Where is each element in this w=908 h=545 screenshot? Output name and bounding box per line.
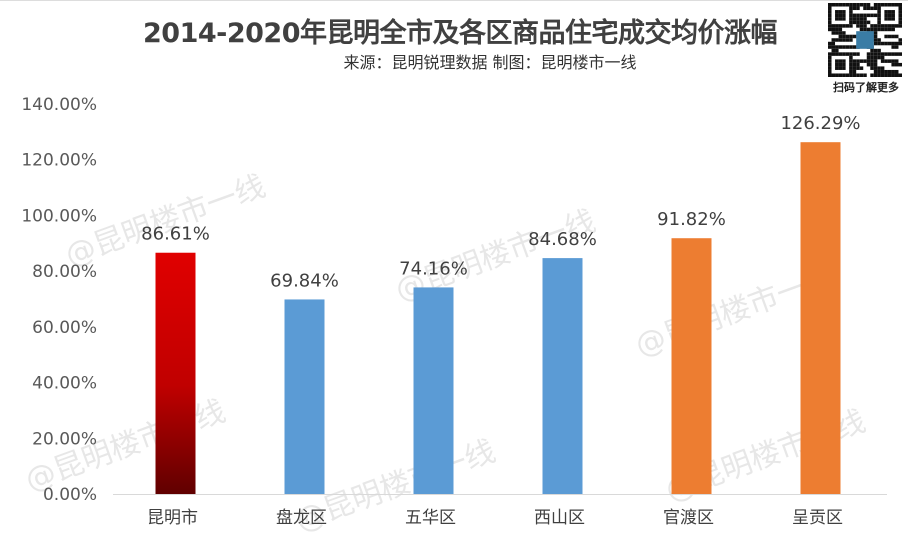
- bar: [413, 287, 454, 494]
- y-tick-label: 40.00%: [32, 374, 97, 394]
- data-label: 126.29%: [780, 113, 860, 134]
- x-tick-label: 官渡区: [663, 508, 714, 528]
- y-tick-label: 60.00%: [32, 318, 97, 338]
- data-label: 86.61%: [141, 224, 210, 245]
- chart-title: 2014-2020年昆明全市及各区商品住宅成交均价涨幅: [143, 18, 778, 49]
- y-tick-label: 0.00%: [43, 485, 97, 505]
- x-tick-label: 西山区: [534, 508, 585, 528]
- qr-code: [828, 3, 902, 77]
- x-tick-label: 五华区: [405, 508, 456, 528]
- qr-logo-icon: [856, 31, 874, 49]
- y-tick-label: 140.00%: [21, 95, 97, 115]
- bar: [800, 142, 841, 494]
- x-tick-label: 昆明市: [147, 508, 198, 528]
- data-label: 91.82%: [657, 209, 726, 230]
- y-tick-label: 20.00%: [32, 429, 97, 449]
- y-tick-label: 80.00%: [32, 262, 97, 282]
- bar: [671, 238, 712, 494]
- data-label: 69.84%: [270, 270, 339, 291]
- qr-caption: 扫码了解更多: [833, 81, 899, 94]
- y-tick-label: 120.00%: [21, 151, 97, 171]
- chart-subtitle: 来源：昆明锐理数据 制图：昆明楼市一线: [343, 53, 637, 72]
- x-tick-label: 盘龙区: [276, 508, 327, 528]
- bar: [155, 252, 196, 494]
- data-label: 84.68%: [528, 229, 597, 250]
- bar: [284, 299, 325, 494]
- data-label: 74.16%: [399, 258, 468, 279]
- x-tick-label: 呈贡区: [792, 508, 843, 528]
- bar: [542, 258, 583, 494]
- y-tick-label: 100.00%: [21, 206, 97, 226]
